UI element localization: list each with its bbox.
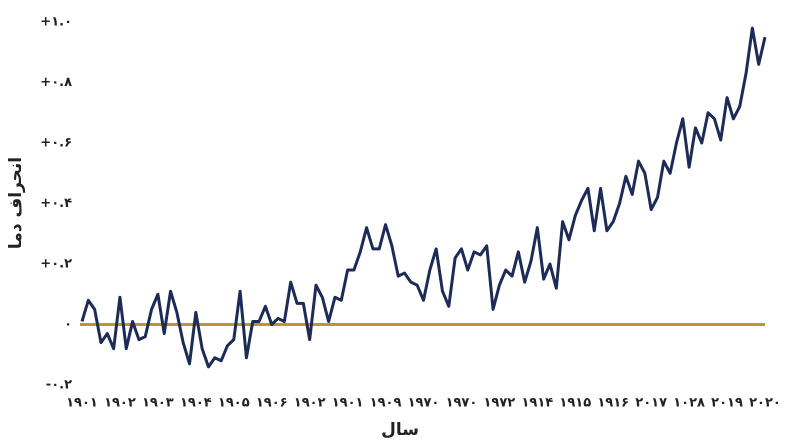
y-tick-label: ۰	[64, 317, 72, 332]
y-tick-label: +۱.۰	[40, 15, 72, 30]
y-axis-label: انحراف دما	[6, 157, 26, 249]
x-tick-label: ۱۹۰۳	[142, 396, 174, 411]
y-tick-label: -۰.۲	[46, 378, 72, 393]
x-tick-label: ۱۹۰۱	[332, 396, 364, 411]
x-tick-label: ۱۹۷۰	[408, 396, 440, 411]
x-tick-label: ۱۹۱۵	[559, 396, 591, 411]
y-tick-label: +۰.۴	[40, 196, 72, 211]
x-tick-label: ۱۹۰۲	[294, 396, 326, 411]
y-tick-label: +۰.۲	[40, 257, 72, 272]
x-tick-label: ۱۹۷۰	[446, 396, 478, 411]
y-tick-label: +۰.۶	[40, 136, 72, 151]
x-tick-label: ۲۰۱۷	[635, 396, 667, 411]
y-tick-label: +۰.۸	[40, 75, 72, 90]
x-tick-label: ۱۹۰۱	[66, 396, 98, 411]
x-tick-label: ۱۹۷۲	[484, 396, 516, 411]
x-tick-label: ۱۰۲۸	[673, 396, 705, 411]
x-tick-label: ۱۹۱۴	[521, 396, 553, 411]
line	[80, 26, 767, 369]
x-tick-label: ۲۰۱۹	[711, 396, 743, 411]
x-tick-label: ۱۹۰۶	[256, 396, 288, 411]
x-axis-label: سال	[381, 420, 419, 440]
x-tick-label: ۲۰۲۰	[749, 396, 781, 411]
x-tick-label: ۱۹۰۵	[218, 396, 250, 411]
x-tick-label: ۱۹۰۴	[180, 396, 212, 411]
x-tick-label: ۱۹۰۲	[104, 396, 136, 411]
x-tick-label: ۱۹۱۶	[597, 396, 629, 411]
x-tick-label: ۱۹۰۹	[370, 396, 402, 411]
